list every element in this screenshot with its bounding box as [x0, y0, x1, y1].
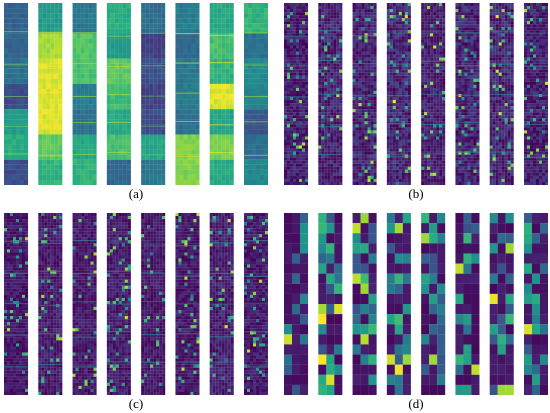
- panel-c: (c): [4, 213, 268, 411]
- feature-map-column: [244, 3, 268, 185]
- feature-map-column: [4, 213, 29, 395]
- panel-b-heatmap: [284, 3, 548, 185]
- feature-map-column: [209, 3, 234, 185]
- feature-map-column: [455, 3, 480, 185]
- feature-map-column: [386, 3, 411, 185]
- feature-map-column: [175, 3, 200, 185]
- feature-map-column: [175, 213, 200, 395]
- feature-map-column: [38, 3, 63, 185]
- feature-map-column: [244, 213, 268, 395]
- feature-map-column: [455, 213, 480, 395]
- feature-map-column: [421, 213, 446, 395]
- feature-map-column: [524, 213, 548, 395]
- feature-map-column: [352, 213, 377, 395]
- panel-a: (a): [4, 3, 268, 201]
- feature-map-column: [489, 213, 514, 395]
- panel-c-heatmap: [4, 213, 268, 395]
- feature-map-column: [318, 213, 343, 395]
- feature-map-column: [106, 3, 131, 185]
- feature-map-column: [352, 3, 377, 185]
- feature-map-column: [209, 213, 234, 395]
- feature-map-column: [421, 3, 446, 185]
- feature-map-column: [386, 213, 411, 395]
- panel-d: (d): [284, 213, 548, 411]
- panel-b-caption: (b): [408, 186, 424, 201]
- feature-map-column: [524, 3, 548, 185]
- feature-map-column: [141, 213, 166, 395]
- feature-map-column: [72, 3, 97, 185]
- feature-map-column: [284, 213, 309, 395]
- panel-a-heatmap: [4, 3, 268, 185]
- panel-b: (b): [284, 3, 548, 201]
- feature-map-column: [141, 3, 166, 185]
- feature-map-column: [318, 3, 343, 185]
- panel-d-caption: (d): [408, 396, 424, 411]
- panel-a-caption: (a): [128, 186, 144, 201]
- feature-map-column: [489, 3, 514, 185]
- feature-map-column: [106, 213, 131, 395]
- feature-map-column: [38, 213, 63, 395]
- feature-map-column: [72, 213, 97, 395]
- panel-c-caption: (c): [128, 396, 144, 411]
- feature-map-column: [284, 3, 309, 185]
- panel-d-heatmap: [284, 213, 548, 395]
- feature-map-column: [4, 3, 29, 185]
